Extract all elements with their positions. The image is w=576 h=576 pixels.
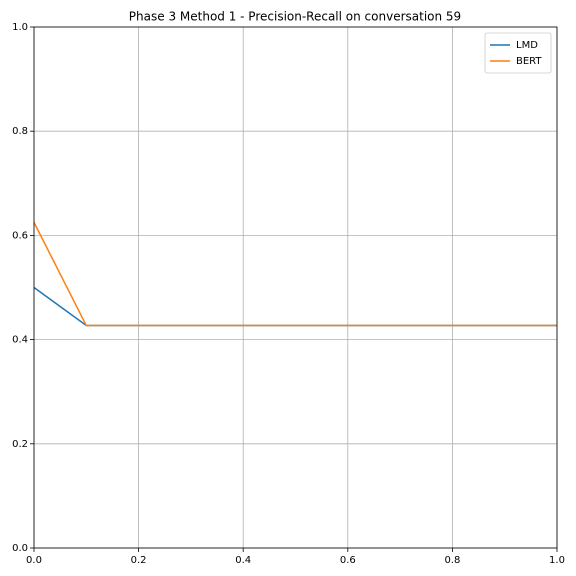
line bbox=[33, 222, 557, 327]
y-tick-label: 1.0 bbox=[12, 22, 28, 33]
plot-frame bbox=[33, 26, 558, 549]
legend-box bbox=[484, 32, 552, 74]
x-tick-label: 0.2 bbox=[131, 555, 147, 566]
x-tick-label: 0.0 bbox=[26, 555, 42, 566]
y-tick-label: 0.0 bbox=[12, 543, 28, 554]
y-tick-label: 0.4 bbox=[12, 335, 28, 346]
y-tick-label: 0.6 bbox=[12, 230, 28, 241]
legend: LMD BERT bbox=[484, 32, 552, 74]
x-tick-label: 0.8 bbox=[444, 555, 460, 566]
legend-label: BERT bbox=[516, 56, 542, 67]
y-tick-label: 0.2 bbox=[12, 439, 28, 450]
chart-title: Phase 3 Method 1 - Precision-Recall on c… bbox=[129, 10, 461, 24]
legend-label: LMD bbox=[516, 40, 538, 51]
x-tick-label: 0.4 bbox=[235, 555, 251, 566]
x-tick-label: 1.0 bbox=[549, 555, 565, 566]
y-tick-label: 0.8 bbox=[12, 126, 28, 137]
x-tick-label: 0.6 bbox=[340, 555, 356, 566]
